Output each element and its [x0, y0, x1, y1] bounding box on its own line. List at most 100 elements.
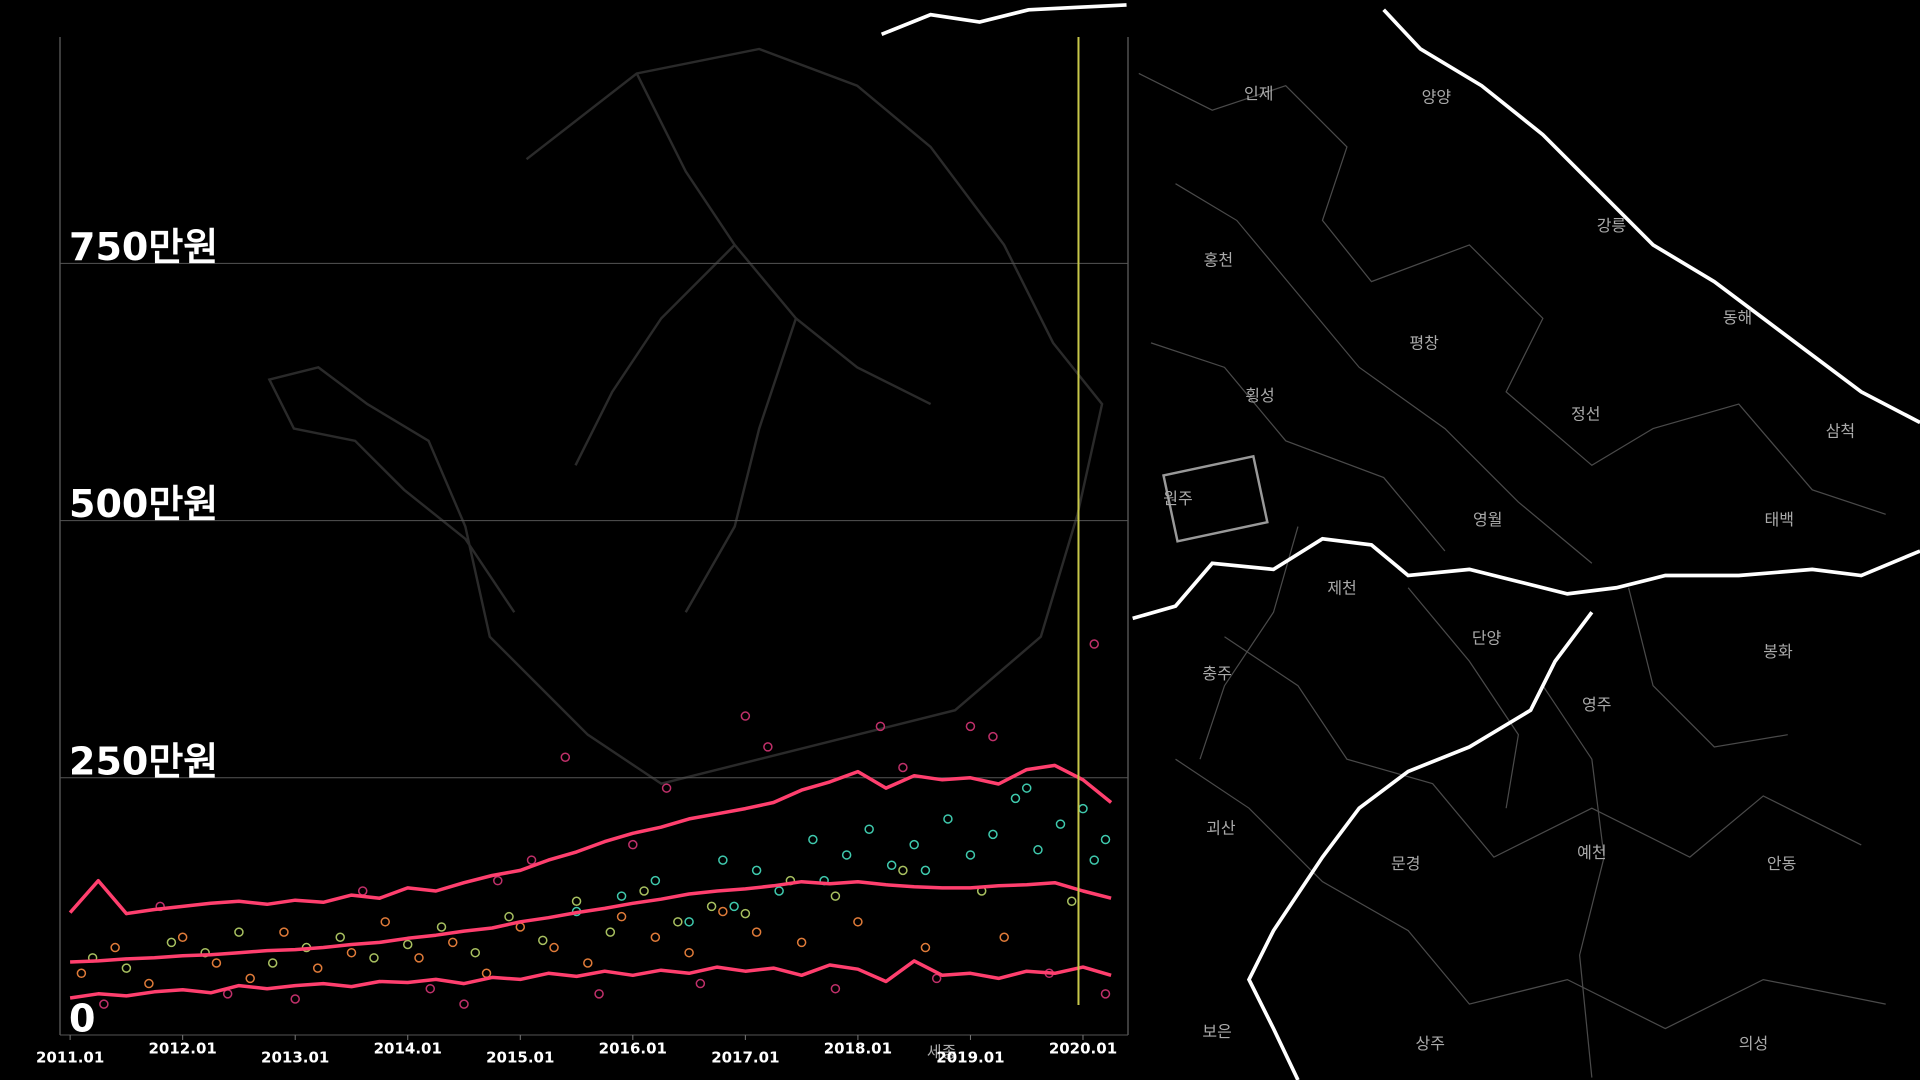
scatter-point — [898, 865, 908, 876]
scatter-point — [1055, 819, 1066, 829]
x-tick-label: 2012.01 — [149, 1040, 217, 1058]
x-tick-label: 2016.01 — [599, 1040, 667, 1058]
map-label: 충주 — [1202, 664, 1231, 683]
scatter-point — [751, 865, 762, 876]
trend-line — [69, 959, 1112, 1000]
scatter-point — [200, 947, 210, 958]
scatter-point — [493, 875, 503, 886]
map-label: 동해 — [1723, 308, 1752, 327]
scatter-point — [943, 814, 953, 824]
map-label: 문경 — [1391, 854, 1420, 873]
scatter-point — [920, 942, 931, 953]
map-label: 홍천 — [1204, 250, 1233, 269]
x-tick-label: 2013.01 — [261, 1049, 329, 1067]
map-label: 예천 — [1577, 843, 1606, 862]
scatter-point — [245, 973, 255, 984]
scatter-point — [538, 935, 548, 946]
scatter-point — [267, 958, 278, 968]
scatter-point — [1100, 834, 1111, 845]
scatter-point — [661, 783, 672, 793]
x-tick-label: 2018.01 — [824, 1040, 892, 1058]
scatter-point — [684, 917, 694, 927]
district-borders — [1138, 72, 1886, 1078]
scatter-point — [639, 886, 649, 896]
scatter-point — [909, 839, 919, 850]
scatter-point — [740, 711, 751, 721]
scatter-point — [920, 865, 931, 876]
scatter-point — [290, 994, 300, 1004]
y-tick-label: 0 — [69, 997, 95, 1041]
map-label: 봉화 — [1763, 642, 1793, 661]
scatter-point — [335, 932, 345, 943]
x-tick-label: 2020.01 — [1049, 1040, 1117, 1058]
scatter-point — [1033, 845, 1043, 855]
scatter-point — [830, 983, 841, 994]
map-label: 횡성 — [1245, 386, 1274, 405]
scatter-point — [808, 834, 818, 845]
scatter-point — [740, 908, 751, 919]
scatter-point — [110, 942, 120, 953]
scatter-point — [999, 932, 1009, 943]
scatter-point — [718, 906, 728, 917]
scatter-point — [1089, 639, 1099, 649]
scatter-point — [211, 958, 222, 968]
scatter-point — [594, 989, 604, 999]
scatter-point — [864, 824, 874, 834]
trend-line — [70, 879, 1112, 964]
y-tick-label: 750만원 — [69, 225, 218, 269]
scatter-point — [177, 932, 188, 943]
map — [267, 3, 1920, 1080]
scatter-point — [763, 742, 773, 752]
scatter-point — [1021, 783, 1032, 793]
map-label: 양양 — [1422, 87, 1452, 106]
scatter-point — [718, 855, 728, 865]
map-label: 영주 — [1582, 695, 1611, 714]
y-tick-label: 500만원 — [69, 482, 218, 526]
map-label: 상주 — [1415, 1034, 1444, 1053]
scatter-point — [706, 901, 717, 912]
scatter-point — [841, 850, 852, 860]
scatter-point — [448, 937, 458, 948]
scatter-point — [369, 953, 379, 963]
scatter-point — [853, 917, 863, 927]
scatter-point — [1089, 855, 1099, 865]
map-label: 영월 — [1473, 510, 1502, 529]
x-tick-label: 2017.01 — [711, 1049, 779, 1067]
scatter-point — [650, 932, 661, 943]
scatter-point — [796, 937, 807, 948]
map-label: 괴산 — [1206, 818, 1236, 837]
x-tick-label: 2011.01 — [36, 1049, 104, 1067]
scatter-point — [425, 983, 436, 994]
map-label: 제천 — [1327, 578, 1356, 597]
scatter-point — [695, 978, 706, 989]
scatter-point — [436, 922, 447, 932]
scatter-point — [144, 978, 154, 989]
scatter-point — [616, 911, 627, 922]
scatter-point — [898, 762, 908, 773]
scatter-point — [988, 731, 998, 742]
x-tick-label: 2015.01 — [486, 1049, 554, 1067]
scatter-point — [1066, 896, 1077, 906]
map-label: 보은 — [1202, 1022, 1231, 1041]
scatter-point — [380, 917, 390, 927]
scatter-point — [234, 927, 244, 937]
scatter-point — [402, 939, 413, 950]
selection-box — [1162, 454, 1269, 543]
scatter-point — [121, 963, 132, 973]
map-label: 원주 — [1163, 489, 1192, 508]
x-tick-label: 2014.01 — [374, 1040, 442, 1058]
scatter-point — [166, 937, 177, 948]
scatter-point — [346, 947, 357, 958]
scatter-point — [414, 953, 424, 963]
scatter-point — [774, 886, 784, 896]
scatter-point — [751, 927, 762, 937]
scatter-point — [470, 947, 481, 958]
map-label: 태백 — [1764, 510, 1793, 529]
scatter-point — [279, 927, 289, 937]
scatter-point — [673, 917, 683, 927]
scatter-point — [560, 752, 571, 762]
scatter-point — [312, 963, 323, 973]
scatter-point — [1100, 989, 1111, 999]
